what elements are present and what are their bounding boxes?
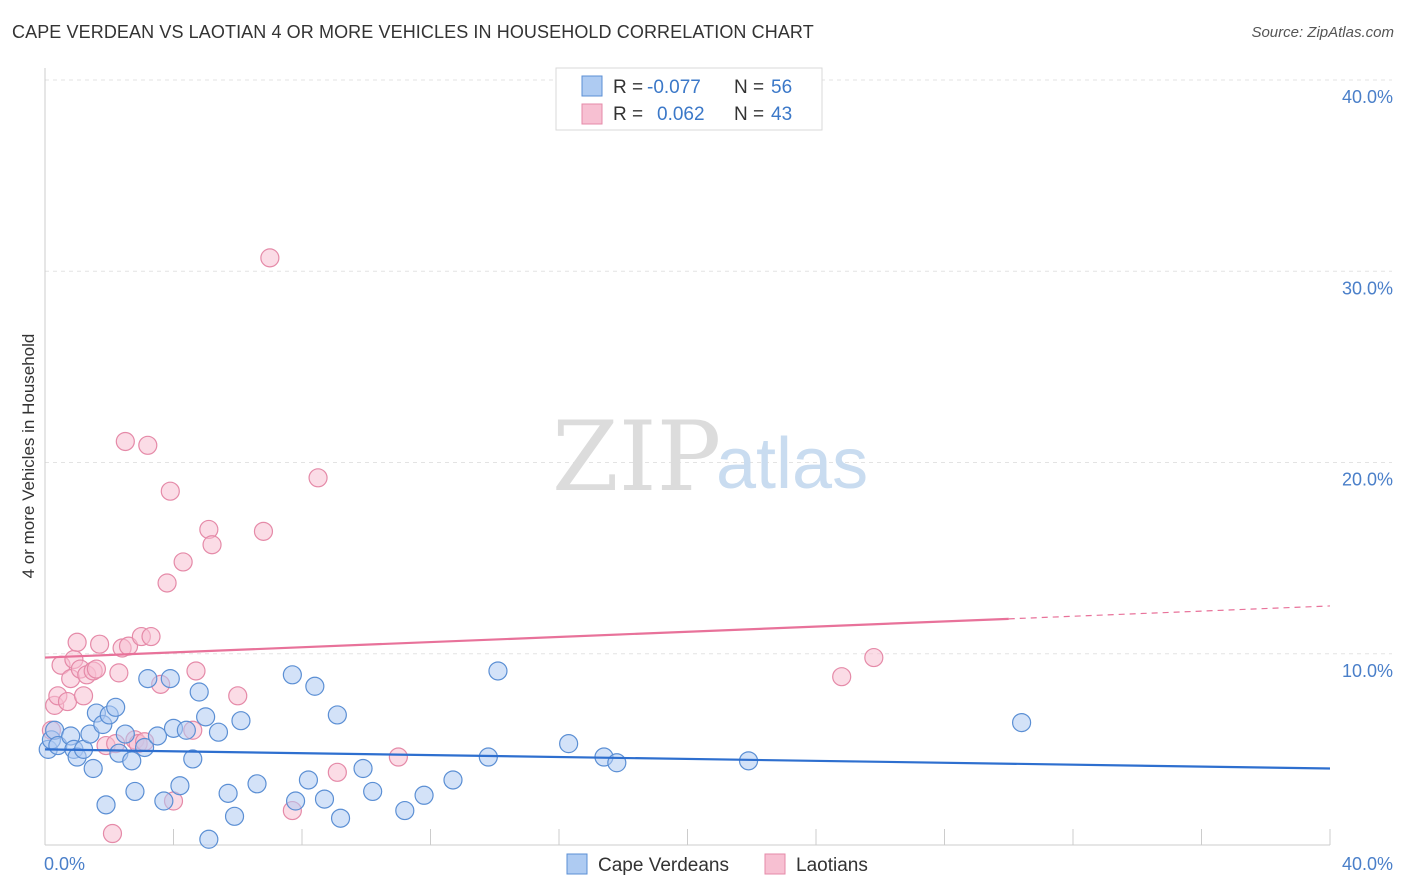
trend-line-laotians: [44, 617, 1009, 659]
cape-verdeans-point-47: [443, 770, 463, 790]
cape-verdeans-point-16: [115, 724, 135, 744]
laotians-point-12: [86, 659, 107, 679]
laotians-point-33: [186, 661, 206, 681]
cape-verdeans-point-42: [330, 808, 351, 828]
laotians-point-44: [864, 647, 884, 668]
cape-verdeans-point-26: [176, 720, 196, 740]
x-tick-label-1: 40.0%: [1342, 854, 1393, 874]
cape-verdeans-point-34: [231, 711, 251, 731]
legend-box: R = -0.077 N = 56 R = 0.062 N = 43: [555, 67, 823, 131]
cape-verdeans-point-31: [208, 722, 229, 742]
bottom-legend-swatch-pink: [764, 853, 786, 875]
legend-r-label-1: R =: [613, 77, 643, 98]
series-cape-verdeans: [38, 661, 1032, 849]
series-laotians: [41, 248, 884, 844]
legend-r-label-2: R =: [613, 104, 643, 125]
laotians-point-41: [327, 762, 347, 782]
chart-title: CAPE VERDEAN VS LAOTIAN 4 OR MORE VEHICL…: [12, 22, 814, 42]
laotians-point-29: [160, 481, 180, 501]
cape-verdeans-point-35: [247, 774, 267, 794]
laotians-point-42: [388, 747, 408, 767]
laotians-point-43: [832, 667, 852, 687]
cape-verdeans-point-39: [305, 676, 325, 696]
legend-n-label-2: N =: [734, 104, 764, 125]
cape-verdeans-point-37: [285, 791, 306, 811]
x-tick-label-0: 0.0%: [44, 854, 85, 874]
legend-n-label-1: N =: [734, 77, 764, 98]
cape-verdeans-point-14: [106, 697, 126, 717]
cape-verdeans-point-27: [183, 749, 203, 769]
cape-verdeans-point-45: [395, 800, 415, 821]
watermark-zip: ZIP: [552, 401, 721, 513]
legend-r-value-1: -0.077: [647, 77, 701, 98]
cape-verdeans-point-9: [83, 758, 103, 779]
cape-verdeans-point-32: [218, 783, 238, 803]
cape-verdeans-point-22: [154, 791, 174, 811]
legend-n-value-1: 56: [771, 77, 792, 98]
y-tick-label-1: 20.0%: [1342, 470, 1393, 490]
cape-verdeans-point-41: [327, 705, 347, 725]
cape-verdeans-point-49: [488, 661, 508, 681]
legend-swatch-blue: [581, 75, 603, 97]
bottom-legend: Cape Verdeans Laotians: [566, 853, 868, 876]
cape-verdeans-point-17: [122, 751, 142, 771]
laotians-point-4: [57, 691, 78, 712]
y-tick-label-0: 10.0%: [1342, 661, 1393, 681]
bottom-legend-cape-verdeans: Cape Verdeans: [598, 855, 729, 876]
cape-verdeans-point-36: [282, 665, 302, 685]
legend-swatch-pink: [581, 103, 603, 125]
laotians-point-7: [67, 632, 87, 652]
laotians-point-40: [308, 468, 328, 488]
laotians-point-31: [173, 552, 193, 572]
cape-verdeans-point-50: [559, 734, 579, 754]
bottom-legend-swatch-blue: [566, 853, 588, 875]
x-axis: 0.0% 40.0%: [44, 68, 1393, 874]
cape-verdeans-point-52: [607, 753, 627, 773]
legend-r-value-2: 0.062: [657, 104, 705, 125]
cape-verdeans-point-43: [353, 758, 373, 779]
trend-line-cape-verdeans: [44, 748, 1331, 770]
cape-verdeans-point-29: [196, 707, 216, 727]
cape-verdeans-point-33: [224, 806, 245, 826]
cape-verdeans-point-12: [96, 795, 116, 815]
legend-n-value-2: 43: [771, 104, 792, 125]
laotians-point-38: [260, 248, 280, 268]
cape-verdeans-point-44: [363, 781, 383, 802]
laotians-point-19: [115, 431, 135, 452]
cape-verdeans-point-46: [414, 785, 434, 805]
cape-verdeans-point-40: [314, 789, 335, 809]
y-tick-label-2: 30.0%: [1342, 278, 1393, 298]
laotians-point-26: [141, 626, 161, 647]
y-axis-title: 4 or more Vehicles in Household: [19, 334, 38, 579]
gridlines: [45, 79, 1392, 655]
laotians-point-15: [102, 823, 123, 844]
laotians-point-37: [253, 521, 274, 541]
trend-line-laotians-extension: [1008, 605, 1331, 620]
cape-verdeans-point-21: [147, 726, 168, 746]
cape-verdeans-point-23: [160, 669, 180, 689]
laotians-point-35: [202, 535, 222, 555]
laotians-point-36: [228, 686, 248, 706]
trend-lines: [44, 605, 1331, 770]
laotians-point-17: [109, 663, 129, 683]
cape-verdeans-point-8: [80, 724, 100, 744]
watermark-atlas: atlas: [716, 424, 868, 504]
source-label: Source: ZipAtlas.com: [1251, 24, 1394, 41]
laotians-point-25: [138, 435, 158, 455]
laotians-point-28: [157, 573, 177, 593]
y-tick-labels: 10.0% 20.0% 30.0% 40.0%: [1342, 87, 1393, 681]
y-tick-label-3: 40.0%: [1342, 87, 1393, 107]
cape-verdeans-point-25: [170, 776, 190, 796]
watermark: ZIP atlas: [552, 401, 868, 513]
cape-verdeans-point-28: [189, 682, 209, 702]
laotians-point-9: [73, 686, 94, 706]
cape-verdeans-point-38: [298, 770, 319, 790]
cape-verdeans-point-54: [1011, 712, 1032, 733]
laotians-point-13: [90, 634, 110, 654]
cape-verdeans-point-18: [125, 781, 145, 802]
cape-verdeans-point-30: [199, 829, 219, 849]
bottom-legend-laotians: Laotians: [796, 855, 868, 876]
cape-verdeans-point-20: [138, 669, 158, 689]
